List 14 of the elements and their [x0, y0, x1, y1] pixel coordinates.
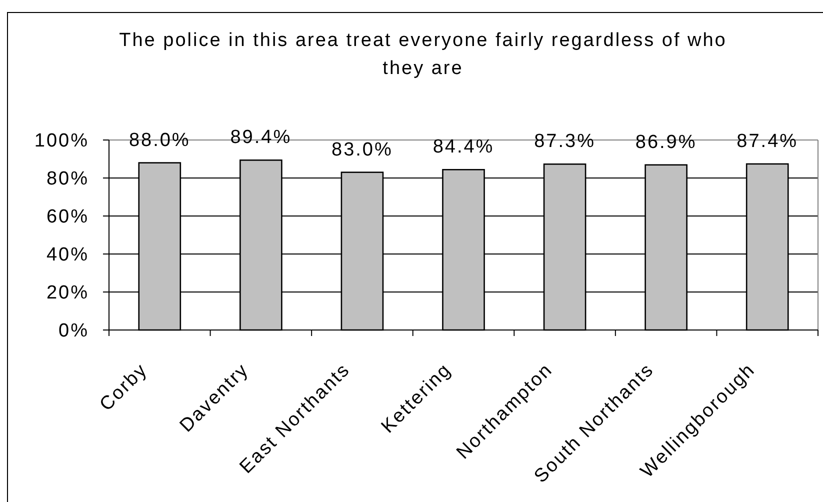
- y-tick-label: 20%: [46, 282, 89, 304]
- data-label: 88.0%: [128, 130, 190, 151]
- y-tick-label: 100%: [34, 130, 89, 152]
- y-tick-label: 0%: [58, 320, 89, 342]
- chart-title: The police in this area treat everyone fairly regardless of who they are: [119, 30, 727, 79]
- y-tick-label: 60%: [46, 206, 89, 228]
- y-tick-label: 80%: [46, 168, 89, 190]
- data-label: 87.3%: [534, 131, 596, 152]
- data-label: 86.9%: [635, 132, 697, 153]
- y-tick-label: 40%: [46, 244, 89, 266]
- data-label: 87.4%: [736, 130, 798, 152]
- data-label: 89.4%: [230, 127, 292, 148]
- data-label: 84.4%: [432, 136, 494, 158]
- data-label: 83.0%: [332, 139, 393, 160]
